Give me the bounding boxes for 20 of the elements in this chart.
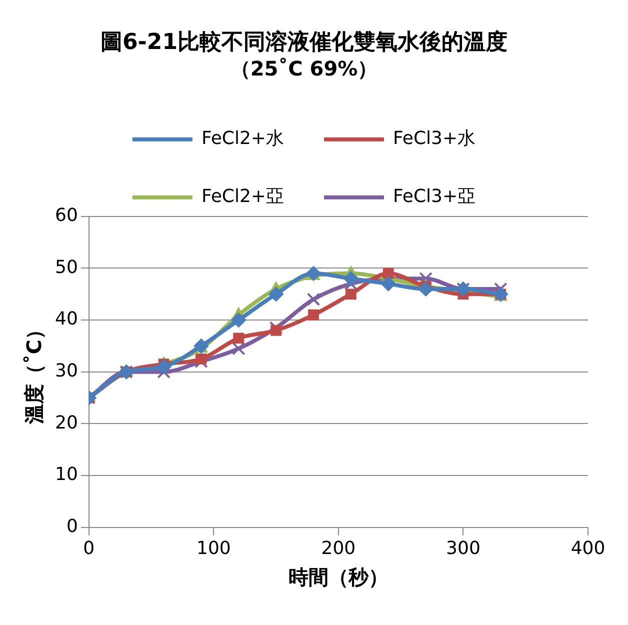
y-tick-label: 40 [55,308,78,330]
legend-label: FeCl2+亞 [201,186,284,208]
y-tick-label: 0 [66,516,78,538]
x-axis-title: 時間（秒） [288,565,388,590]
y-axis-title: 溫度（˚C） [22,320,46,426]
legend-label: FeCl2+水 [201,128,284,150]
chart-subtitle: （25˚C 69%） [230,56,378,81]
legend-label: FeCl3+水 [393,128,476,150]
x-tick-label: 400 [570,538,606,559]
y-tick-label: 10 [55,464,78,486]
y-tick-label: 60 [55,205,78,226]
x-tick-label: 200 [321,538,356,559]
x-tick-label: 100 [196,538,231,559]
x-tick-label: 300 [446,538,480,559]
chart-title: 圖6-21比較不同溶液催化雙氧水後的溫度 [100,28,508,55]
legend-label: FeCl3+亞 [393,186,476,208]
x-tick-label: 0 [83,538,95,559]
y-tick-label: 20 [55,412,78,434]
y-tick-label: 50 [55,256,78,278]
y-tick-label: 30 [55,360,78,382]
